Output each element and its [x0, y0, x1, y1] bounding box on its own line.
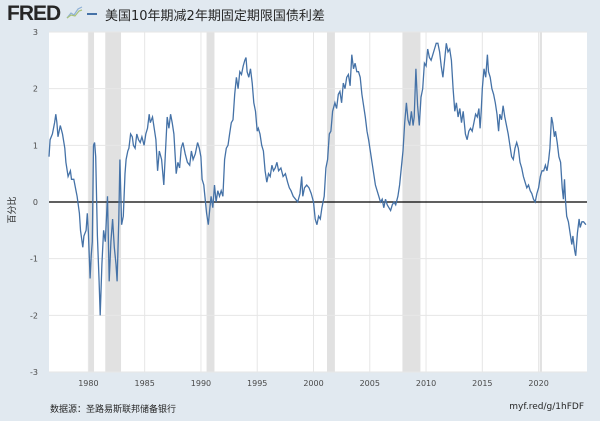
series-line[interactable] [48, 42, 587, 316]
x-tick-label: 2005 [360, 379, 380, 388]
y-tick-label: 3 [33, 28, 38, 37]
y-axis-label: 百分比 [6, 196, 18, 223]
y-axis-ticks: 3 2 1 0 -1 -2 -3 [30, 28, 38, 377]
data-source: 数据源：圣路易斯联邦储备银行 [50, 405, 177, 415]
y-tick-label: -3 [30, 368, 38, 377]
y-tick-label: -2 [30, 311, 38, 320]
x-tick-label: 2000 [303, 379, 323, 388]
x-tick-label: 1985 [134, 379, 154, 388]
x-tick-label: 1980 [78, 379, 98, 388]
x-tick-label: 2020 [528, 379, 548, 388]
x-axis-ticks: 1980 1985 1990 1995 2000 2005 2010 2015 2020 [78, 379, 549, 388]
x-tick-label: 2010 [416, 379, 436, 388]
y-tick-label: -1 [30, 255, 38, 264]
y-tick-label: 2 [33, 85, 38, 94]
x-tick-label: 1995 [247, 379, 267, 388]
trend-graph-icon [66, 6, 83, 19]
short-link[interactable]: myf.red/g/1hFDF [509, 402, 584, 412]
fred-logo[interactable]: FRED [7, 2, 61, 25]
legend-line-swatch [87, 13, 97, 15]
x-tick-label: 2015 [472, 379, 492, 388]
y-tick-label: 0 [33, 198, 38, 207]
chart-title: 美国10年期减2年期固定期限国债利差 [105, 9, 325, 24]
header: FRED 美国10年期减2年期固定期限国债利差 [0, 0, 600, 28]
y-tick-label: 1 [33, 141, 38, 150]
x-tick-label: 1990 [191, 379, 211, 388]
